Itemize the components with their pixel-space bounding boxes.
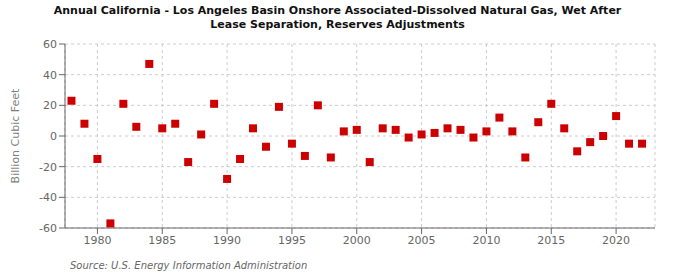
svg-text:2005: 2005 [408, 234, 436, 247]
svg-text:Billion Cubic Feet: Billion Cubic Feet [9, 88, 22, 183]
svg-text:40: 40 [43, 69, 57, 82]
svg-text:-60: -60 [39, 222, 57, 235]
svg-text:2020: 2020 [602, 234, 630, 247]
svg-text:2000: 2000 [343, 234, 371, 247]
svg-text:20: 20 [43, 99, 57, 112]
svg-text:1980: 1980 [83, 234, 111, 247]
html-text:Source: U.S. Energy Informatio: Source: U.S. Energy Information Administ… [70, 260, 308, 271]
svg-text:1985: 1985 [148, 234, 176, 247]
svg-text:1990: 1990 [213, 234, 241, 247]
svg-text:0: 0 [50, 130, 57, 143]
html-text:Lease Separation, Reserves Adj: Lease Separation, Reserves Adjustments [210, 18, 465, 31]
svg-text:2010: 2010 [472, 234, 500, 247]
svg-text:-40: -40 [39, 191, 57, 204]
svg-text:60: 60 [43, 38, 57, 51]
svg-text:1995: 1995 [278, 234, 306, 247]
html-text:Annual California - Los Angele: Annual California - Los Angeles Basin On… [53, 4, 622, 17]
svg-text:2015: 2015 [537, 234, 565, 247]
svg-text:-20: -20 [39, 161, 57, 174]
